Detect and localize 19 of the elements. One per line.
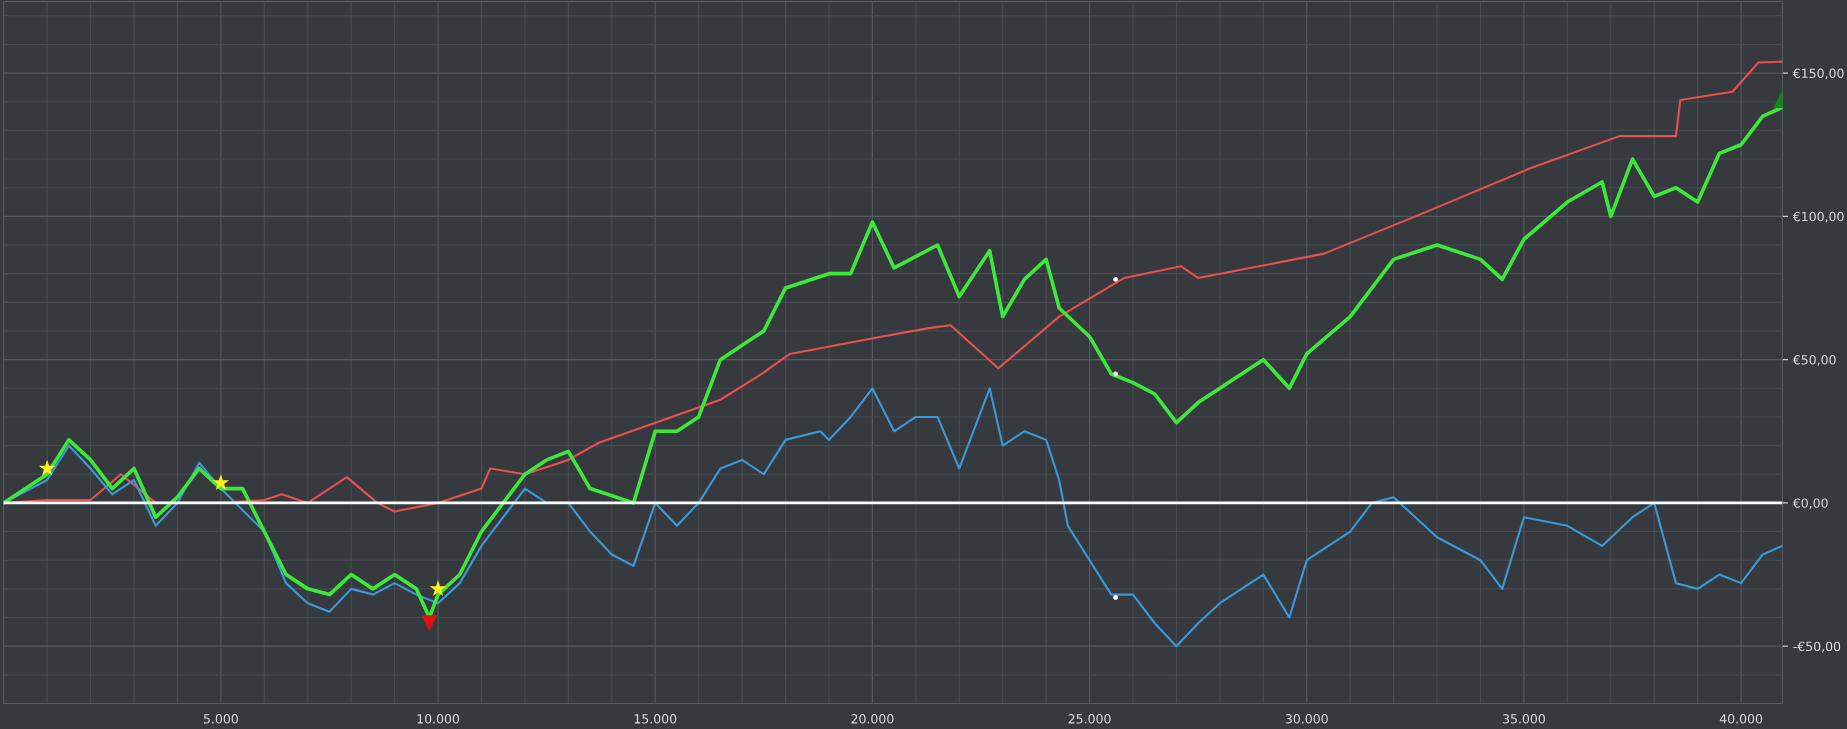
x-tick-label: 10.000 <box>417 714 460 724</box>
point <box>1113 277 1119 282</box>
point <box>421 615 438 632</box>
point <box>212 474 230 490</box>
x-tick-label: 30.000 <box>1285 714 1328 724</box>
y-tick-label: €0,00 <box>1792 498 1828 510</box>
x-tick-label: 15.000 <box>634 714 677 724</box>
x-tick-label: 35.000 <box>1503 714 1545 724</box>
point <box>38 459 56 476</box>
x-tick-label: 40.000 <box>1719 714 1763 724</box>
y-tick-label: -€50,00 <box>1793 641 1841 653</box>
y-tick-label: €50,00 <box>1792 355 1836 366</box>
point <box>1113 595 1119 600</box>
y-tick-label: €150,00 <box>1792 68 1844 80</box>
x-tick-label: 20.000 <box>851 714 894 724</box>
y-tick-label: €100,00 <box>1792 211 1844 223</box>
x-tick-label: 25.000 <box>1068 714 1111 724</box>
x-tick-label: 5.000 <box>203 714 238 724</box>
point <box>429 580 447 596</box>
